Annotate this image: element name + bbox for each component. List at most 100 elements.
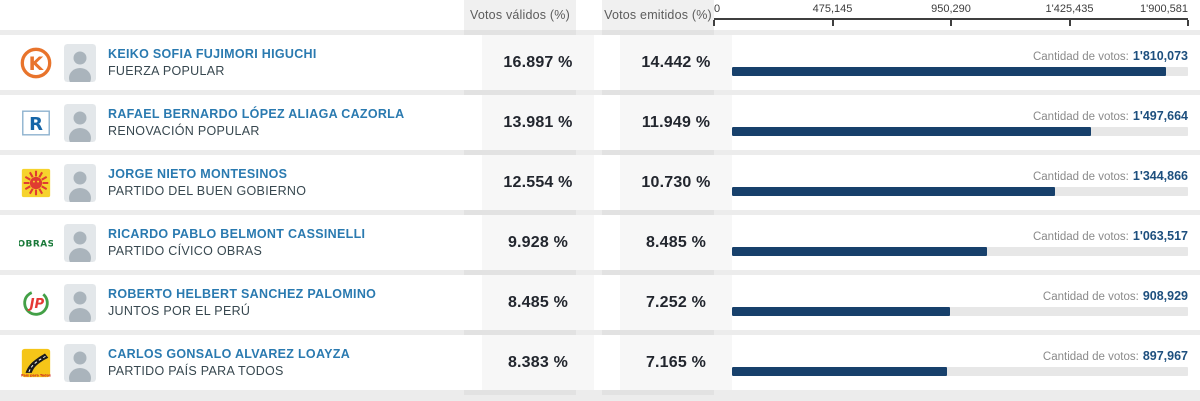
party-name: PARTIDO PAÍS PARA TODOS [108,363,284,378]
candidate-photo [64,163,96,202]
votes-bar [732,247,988,256]
votes-axis: 0 475,145 950,290 1'425,435 1'900,581 [713,0,1189,30]
votes-count-label: Cantidad de votos: [1042,351,1139,363]
row-divider [0,330,1200,335]
votes-count-label: Cantidad de votos: [1032,171,1129,183]
candidate-photo [64,343,96,382]
candidate-cell: JORGE NIETO MONTESINOS PARTIDO DEL BUEN … [0,155,476,210]
party-name: FUERZA POPULAR [108,63,225,78]
emitted-votes-pct: 7.165 % [620,335,732,390]
candidate-row: JORGE NIETO MONTESINOS PARTIDO DEL BUEN … [0,155,1200,210]
votes-count-label: Cantidad de votos: [1032,51,1129,63]
fuerza-popular-logo: K [18,45,54,81]
candidate-photo [64,43,96,82]
candidate-photo [64,223,96,262]
axis-tick [1068,20,1071,26]
candidate-name[interactable]: ROBERTO HELBERT SANCHEZ PALOMINO [108,287,377,302]
votes-count-value: 908,929 [1142,289,1188,303]
svg-text:K: K [29,53,45,75]
votes-count-line: Cantidad de votos: 897,967 [732,349,1188,363]
votes-bar [732,187,1055,196]
juntos-por-el-peru-logo: JP [18,285,54,321]
party-name: RENOVACIÓN POPULAR [108,123,260,138]
axis-tick [713,20,715,26]
svg-text:OBRAS: OBRAS [19,239,53,249]
votes-count-label: Cantidad de votos: [1032,231,1129,243]
votes-bar [732,307,951,316]
axis-tick [1187,20,1189,26]
votes-count-label: Cantidad de votos: [1042,291,1139,303]
votes-bar-track [732,187,1188,196]
bottom-divider [0,395,1200,401]
candidate-cell: R RAFAEL BERNARDO LÓPEZ ALIAGA CAZORLA R… [0,95,476,150]
votes-bar-track [732,307,1188,316]
renovacion-popular-logo: R [18,105,54,141]
candidate-cell: OBRAS RICARDO PABLO BELMONT CASSINELLI P… [0,215,476,270]
votes-bar-cell: Cantidad de votos: 1'810,073 [732,35,1200,90]
emitted-votes-pct: 8.485 % [620,215,732,270]
valid-votes-pct: 9.928 % [482,215,594,270]
party-name: JUNTOS POR EL PERÚ [108,303,251,318]
votes-count-line: Cantidad de votos: 908,929 [732,289,1188,303]
votes-count-value: 1'344,866 [1132,169,1188,183]
row-divider [0,90,1200,95]
axis-tick-label: 1'425,435 [1045,3,1094,15]
votes-bar-cell: Cantidad de votos: 1'497,664 [732,95,1200,150]
valid-votes-pct: 13.981 % [482,95,594,150]
votes-count-value: 1'063,517 [1132,229,1188,243]
valid-votes-pct: 16.897 % [482,35,594,90]
emitted-votes-pct: 11.949 % [620,95,732,150]
pais-para-todos-logo: País para Todos [18,345,54,381]
votes-count-value: 1'810,073 [1132,49,1188,63]
row-divider [0,390,1200,395]
candidate-cell: JP ROBERTO HELBERT SANCHEZ PALOMINO JUNT… [0,275,476,330]
votes-count-label: Cantidad de votos: [1032,111,1129,123]
candidate-name[interactable]: KEIKO SOFIA FUJIMORI HIGUCHI [108,47,317,62]
votes-bar-cell: Cantidad de votos: 897,967 [732,335,1200,390]
svg-text:JP: JP [27,297,45,312]
row-divider [0,150,1200,155]
partido-civico-obras-logo: OBRAS [18,225,54,261]
partido-del-buen-gobierno-logo [18,165,54,201]
emitted-votes-pct: 14.442 % [620,35,732,90]
votes-bar-track [732,367,1188,376]
candidate-row: K KEIKO SOFIA FUJIMORI HIGUCHI FUERZA PO… [0,35,1200,90]
candidate-cell: País para Todos CARLOS GONSALO ALVAREZ L… [0,335,476,390]
candidate-column-spacer [0,0,458,30]
axis-tick-label: 475,145 [812,3,853,15]
candidate-row: JP ROBERTO HELBERT SANCHEZ PALOMINO JUNT… [0,275,1200,330]
party-name: PARTIDO CÍVICO OBRAS [108,243,263,258]
votes-bar [732,367,948,376]
emitted-votes-pct: 7.252 % [620,275,732,330]
column-header-votos-validos: Votos válidos (%) [464,0,576,30]
candidate-names: KEIKO SOFIA FUJIMORI HIGUCHI FUERZA POPU… [108,46,317,79]
candidate-name[interactable]: RICARDO PABLO BELMONT CASSINELLI [108,227,366,242]
votes-bar-track [732,67,1188,76]
candidate-row: País para Todos CARLOS GONSALO ALVAREZ L… [0,335,1200,390]
svg-text:País para Todos: País para Todos [21,373,51,377]
candidate-name[interactable]: CARLOS GONSALO ALVAREZ LOAYZA [108,347,351,362]
valid-votes-pct: 12.554 % [482,155,594,210]
candidate-cell: K KEIKO SOFIA FUJIMORI HIGUCHI FUERZA PO… [0,35,476,90]
candidate-names: ROBERTO HELBERT SANCHEZ PALOMINO JUNTOS … [108,286,376,319]
emitted-votes-pct: 10.730 % [620,155,732,210]
candidate-names: RICARDO PABLO BELMONT CASSINELLI PARTIDO… [108,226,365,259]
votes-count-line: Cantidad de votos: 1'344,866 [732,169,1188,183]
candidate-names: JORGE NIETO MONTESINOS PARTIDO DEL BUEN … [108,166,306,199]
column-header-votos-emitidos: Votos emitidos (%) [602,0,714,30]
valid-votes-pct: 8.485 % [482,275,594,330]
candidate-row: R RAFAEL BERNARDO LÓPEZ ALIAGA CAZORLA R… [0,95,1200,150]
row-divider [0,270,1200,275]
votes-count-line: Cantidad de votos: 1'497,664 [732,109,1188,123]
row-divider [0,210,1200,215]
candidate-name[interactable]: JORGE NIETO MONTESINOS [108,167,288,182]
axis-tick [950,20,952,26]
candidate-name[interactable]: RAFAEL BERNARDO LÓPEZ ALIAGA CAZORLA [108,107,405,122]
votes-bar-cell: Cantidad de votos: 1'344,866 [732,155,1200,210]
axis-tick-label: 950,290 [931,3,971,15]
svg-text:R: R [29,114,43,135]
candidate-names: CARLOS GONSALO ALVAREZ LOAYZA PARTIDO PA… [108,346,350,379]
votes-bar-track [732,247,1188,256]
party-name: PARTIDO DEL BUEN GOBIERNO [108,183,307,198]
votes-bar-track [732,127,1188,136]
